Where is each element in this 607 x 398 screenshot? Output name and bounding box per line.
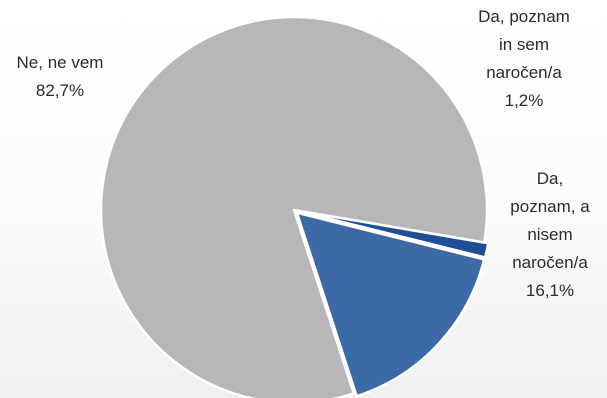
- pie-slices: [99, 15, 490, 398]
- slice-label-line: naročen/a: [486, 63, 562, 82]
- slice-value-label: 16,1%: [526, 281, 574, 300]
- pie-slice-da-poznam-narocen: [296, 209, 490, 259]
- slice-value-label: 1,2%: [505, 91, 544, 110]
- pie-slice-ne-ne-vem: [99, 15, 489, 398]
- slice-label-line: Da,: [537, 169, 563, 188]
- slice-label-line: naročen/a: [512, 253, 588, 272]
- slice-value-label: 82,7%: [36, 81, 84, 100]
- pie-slice-da-poznam-nisem-narocen: [295, 211, 486, 398]
- slice-label-line: nisem: [527, 225, 572, 244]
- slice-label-da-poznam-narocen: Da, poznam in sem naročen/a 1,2%: [478, 7, 570, 110]
- slice-label-da-poznam-nisem-narocen: Da, poznam, a nisem naročen/a 16,1%: [510, 169, 590, 300]
- slice-label-ne-ne-vem: Ne, ne vem 82,7%: [17, 53, 104, 100]
- slice-label-line: in sem: [499, 35, 549, 54]
- slice-label-line: Ne, ne vem: [17, 53, 104, 72]
- slice-label-line: poznam, a: [510, 197, 590, 216]
- slice-label-line: Da, poznam: [478, 7, 570, 26]
